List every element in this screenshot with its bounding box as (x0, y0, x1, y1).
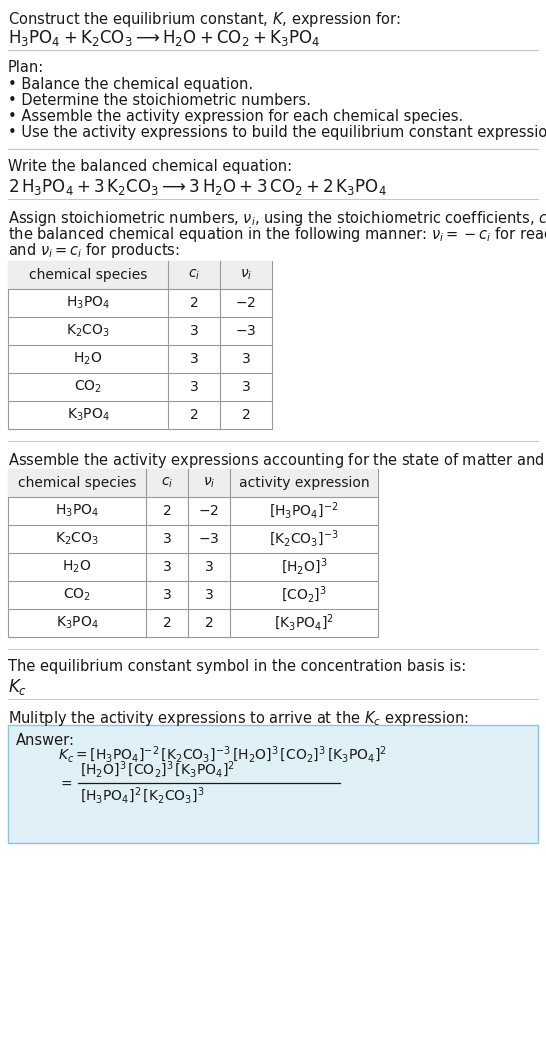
Text: 2: 2 (189, 296, 198, 310)
Text: the balanced chemical equation in the following manner: $\nu_i = -c_i$ for react: the balanced chemical equation in the fo… (8, 225, 546, 244)
Text: $[\mathrm{H_2O}]^3$: $[\mathrm{H_2O}]^3$ (281, 557, 327, 577)
Text: • Balance the chemical equation.: • Balance the chemical equation. (8, 77, 253, 92)
Text: 3: 3 (242, 380, 251, 394)
Bar (8, 469, 378, 637)
Text: The equilibrium constant symbol in the concentration basis is:: The equilibrium constant symbol in the c… (8, 659, 466, 674)
Text: 3: 3 (205, 560, 213, 574)
Text: 3: 3 (163, 560, 171, 574)
Text: $c_i$: $c_i$ (161, 476, 173, 491)
Text: $c_i$: $c_i$ (188, 267, 200, 282)
Text: 3: 3 (242, 352, 251, 366)
Text: • Use the activity expressions to build the equilibrium constant expression.: • Use the activity expressions to build … (8, 125, 546, 140)
Text: $[\mathrm{H_2O}]^3\,[\mathrm{CO_2}]^3\,[\mathrm{K_3PO_4}]^2$: $[\mathrm{H_2O}]^3\,[\mathrm{CO_2}]^3\,[… (80, 760, 235, 780)
Text: $-2$: $-2$ (235, 296, 257, 310)
Bar (8, 261, 272, 429)
Text: $\mathrm{H_2O}$: $\mathrm{H_2O}$ (62, 559, 92, 575)
Text: $[\mathrm{K_3PO_4}]^2$: $[\mathrm{K_3PO_4}]^2$ (274, 613, 334, 633)
Bar (8, 261, 272, 289)
Text: 2: 2 (205, 616, 213, 630)
Text: $=$: $=$ (58, 776, 73, 790)
Text: 2: 2 (163, 504, 171, 518)
Text: activity expression: activity expression (239, 476, 369, 490)
Text: 3: 3 (189, 352, 198, 366)
Text: Construct the equilibrium constant, $K$, expression for:: Construct the equilibrium constant, $K$,… (8, 9, 401, 29)
Text: chemical species: chemical species (18, 476, 136, 490)
Text: • Determine the stoichiometric numbers.: • Determine the stoichiometric numbers. (8, 93, 311, 108)
Text: chemical species: chemical species (29, 269, 147, 282)
Text: $[\mathrm{K_2CO_3}]^{-3}$: $[\mathrm{K_2CO_3}]^{-3}$ (269, 529, 339, 550)
Text: • Assemble the activity expression for each chemical species.: • Assemble the activity expression for e… (8, 110, 463, 124)
Text: Mulitply the activity expressions to arrive at the $K_c$ expression:: Mulitply the activity expressions to arr… (8, 709, 469, 728)
Text: $[\mathrm{H_3PO_4}]^2\,[\mathrm{K_2CO_3}]^3$: $[\mathrm{H_3PO_4}]^2\,[\mathrm{K_2CO_3}… (80, 786, 204, 807)
Text: $-2$: $-2$ (199, 504, 219, 518)
Text: $\mathrm{K_2CO_3}$: $\mathrm{K_2CO_3}$ (55, 531, 99, 548)
Text: $[\mathrm{CO_2}]^3$: $[\mathrm{CO_2}]^3$ (281, 584, 327, 605)
Text: $\nu_i$: $\nu_i$ (240, 267, 252, 282)
Text: Answer:: Answer: (16, 733, 75, 748)
Text: 3: 3 (205, 588, 213, 602)
Text: $-3$: $-3$ (198, 532, 219, 547)
Text: $\mathrm{2\,H_3PO_4 + 3\,K_2CO_3 \longrightarrow 3\,H_2O + 3\,CO_2 + 2\,K_3PO_4}: $\mathrm{2\,H_3PO_4 + 3\,K_2CO_3 \longri… (8, 177, 387, 197)
Text: Write the balanced chemical equation:: Write the balanced chemical equation: (8, 159, 292, 174)
Text: $\mathrm{K_3PO_4}$: $\mathrm{K_3PO_4}$ (56, 615, 98, 631)
Text: $-3$: $-3$ (235, 324, 257, 338)
Text: $\mathrm{H_3PO_4}$: $\mathrm{H_3PO_4}$ (55, 502, 99, 519)
Text: Assign stoichiometric numbers, $\nu_i$, using the stoichiometric coefficients, $: Assign stoichiometric numbers, $\nu_i$, … (8, 208, 546, 229)
Text: $\mathrm{H_3PO_4}$: $\mathrm{H_3PO_4}$ (66, 295, 110, 312)
Text: $\mathrm{CO_2}$: $\mathrm{CO_2}$ (63, 587, 91, 603)
Bar (8, 469, 378, 497)
Text: $\mathrm{CO_2}$: $\mathrm{CO_2}$ (74, 379, 102, 395)
Text: and $\nu_i = c_i$ for products:: and $\nu_i = c_i$ for products: (8, 241, 180, 260)
Text: $\mathrm{K_2CO_3}$: $\mathrm{K_2CO_3}$ (66, 323, 110, 339)
Text: Plan:: Plan: (8, 60, 44, 75)
Text: $\mathrm{H_2O}$: $\mathrm{H_2O}$ (73, 351, 103, 367)
Text: 2: 2 (189, 408, 198, 422)
Text: $K_c$: $K_c$ (8, 677, 27, 697)
Text: 3: 3 (189, 324, 198, 338)
Text: 3: 3 (163, 532, 171, 547)
Text: 2: 2 (163, 616, 171, 630)
Text: Assemble the activity expressions accounting for the state of matter and $\nu_i$: Assemble the activity expressions accoun… (8, 451, 546, 470)
Text: $K_c = [\mathrm{H_3PO_4}]^{-2}\,[\mathrm{K_2CO_3}]^{-3}\,[\mathrm{H_2O}]^3\,[\ma: $K_c = [\mathrm{H_3PO_4}]^{-2}\,[\mathrm… (58, 744, 387, 766)
Text: 2: 2 (242, 408, 251, 422)
Text: $\mathrm{K_3PO_4}$: $\mathrm{K_3PO_4}$ (67, 406, 109, 423)
Text: 3: 3 (163, 588, 171, 602)
Text: $[\mathrm{H_3PO_4}]^{-2}$: $[\mathrm{H_3PO_4}]^{-2}$ (269, 501, 339, 521)
Text: $\nu_i$: $\nu_i$ (203, 476, 215, 491)
Text: $\mathrm{H_3PO_4 + K_2CO_3 \longrightarrow H_2O + CO_2 + K_3PO_4}$: $\mathrm{H_3PO_4 + K_2CO_3 \longrightarr… (8, 28, 321, 48)
Text: 3: 3 (189, 380, 198, 394)
Bar (8, 726, 538, 843)
